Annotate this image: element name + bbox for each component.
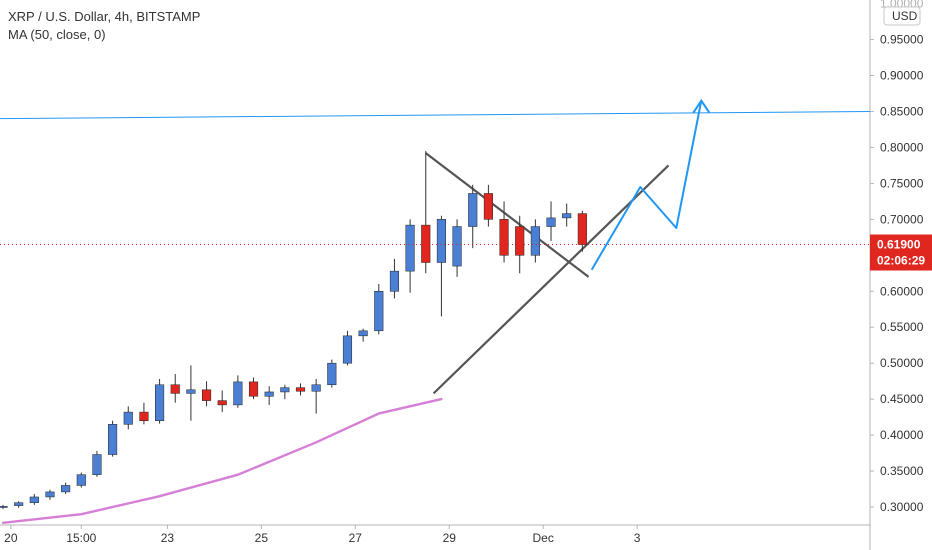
- candle-body: [280, 387, 290, 393]
- current-price-label: 0.61900: [877, 238, 921, 252]
- y-tick-label: 0.70000: [880, 212, 924, 226]
- candle-body: [342, 335, 353, 364]
- candle-body: [92, 454, 102, 475]
- candle-body: [389, 270, 400, 292]
- chart-legend: XRP / U.S. Dollar, 4h, BITSTAMP MA (50, …: [8, 8, 200, 44]
- y-tick-label: 0.55000: [880, 320, 924, 334]
- candle-body: [577, 213, 587, 245]
- y-tick-label: 0.60000: [880, 284, 924, 298]
- y-tick-label: 0.85000: [880, 104, 924, 118]
- candle-body: [530, 226, 540, 256]
- candle-body: [155, 384, 165, 421]
- candle-body: [295, 387, 306, 392]
- candle-body: [139, 411, 149, 421]
- x-tick-label: 23: [161, 531, 175, 545]
- plot-area: [0, 0, 870, 525]
- y-tick-label: 0.40000: [880, 428, 924, 442]
- indicator-label: MA (50, close, 0): [8, 27, 106, 42]
- candle-body: [76, 474, 86, 486]
- candle-body: [61, 485, 71, 493]
- candle-body: [14, 502, 24, 506]
- x-tick-label: 15:00: [66, 531, 96, 545]
- x-tick-label: Dec: [533, 531, 554, 545]
- candle-body: [201, 389, 212, 401]
- candle-body: [170, 384, 180, 394]
- current-price-badge: [870, 234, 932, 271]
- candle-body: [358, 330, 368, 337]
- currency-label: USD: [892, 9, 918, 23]
- y-tick-label: 0.75000: [880, 176, 924, 190]
- y-tick-label: 0.90000: [880, 69, 924, 83]
- candle-body: [233, 381, 243, 406]
- candle-body: [45, 491, 55, 498]
- candle-body: [515, 226, 525, 256]
- candle-body: [327, 362, 337, 386]
- x-tick-label: 27: [349, 531, 363, 545]
- candle-body: [311, 384, 321, 392]
- lower-trendline: [432, 164, 670, 395]
- countdown-label: 02:06:29: [877, 254, 925, 268]
- projection-path: [590, 100, 703, 271]
- x-tick-label: 25: [255, 531, 269, 545]
- y-tick-label: 0.50000: [880, 356, 924, 370]
- candle-body: [405, 224, 415, 272]
- x-tick-label: 29: [443, 531, 457, 545]
- x-tick-label: 20: [4, 531, 18, 545]
- candle-body: [562, 213, 572, 219]
- candle-body: [483, 193, 493, 220]
- candle-body: [29, 496, 39, 503]
- candle-body: [108, 424, 118, 455]
- candle-body: [0, 506, 8, 508]
- projection-arrowhead: [692, 98, 711, 114]
- y-tick-label-top: 1.00000: [880, 0, 924, 11]
- candle-body: [468, 193, 478, 227]
- x-tick-label: 3: [634, 531, 641, 545]
- candle-body: [217, 400, 227, 406]
- y-tick-label: 0.80000: [880, 140, 924, 154]
- y-tick-label: 0.30000: [880, 500, 924, 514]
- y-tick-label: 0.95000: [880, 33, 924, 47]
- candle-body: [374, 291, 384, 332]
- candle-body: [264, 391, 274, 397]
- candle-body: [546, 217, 556, 227]
- y-tick-label: 0.45000: [880, 392, 924, 406]
- chart-title: XRP / U.S. Dollar, 4h, BITSTAMP: [8, 9, 201, 24]
- candle-body: [436, 219, 446, 263]
- candle-body: [248, 381, 259, 397]
- candle-body: [452, 226, 462, 267]
- ma-line: [1, 397, 443, 524]
- resistance-line: [0, 110, 871, 120]
- candle-body: [421, 224, 431, 263]
- y-tick-label: 0.35000: [880, 464, 924, 478]
- candle-body: [123, 411, 133, 425]
- upper-trendline: [425, 152, 590, 278]
- candle-body: [186, 389, 196, 394]
- currency-badge: [883, 6, 921, 26]
- candle-body: [499, 219, 509, 256]
